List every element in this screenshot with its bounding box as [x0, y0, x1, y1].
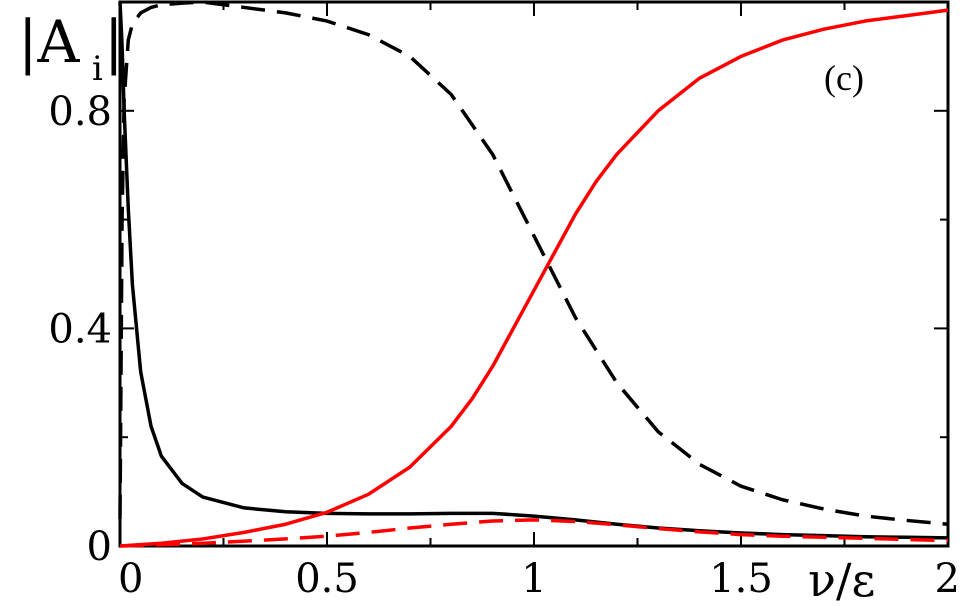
y-axis-title-close: |	[104, 8, 124, 76]
series-line-1	[118, 1, 949, 540]
x-axis-ticks: 0 0.5 1 1.5 2	[118, 2, 960, 602]
x-axis-title: ν/ε	[808, 553, 875, 606]
x-tick-label: 1	[521, 556, 546, 602]
x-tick-label: 0	[118, 556, 143, 602]
y-axis-title-subscript: i	[92, 49, 103, 89]
panel-label: (c)	[824, 58, 864, 98]
series-line-3	[119, 8, 949, 548]
series-layer	[118, 0, 949, 548]
y-axis-title-main: |A	[18, 8, 81, 76]
x-tick-label: 0.5	[295, 556, 359, 602]
y-axis-title: |A i |	[18, 8, 124, 89]
series-line-2	[118, 0, 949, 526]
series-line-4	[119, 518, 949, 548]
y-axis-ticks: 0 0.4 0.8	[48, 89, 948, 570]
x-tick-label: 2	[935, 556, 960, 602]
x-tick-label: 1.5	[709, 556, 773, 602]
y-tick-label: 0	[87, 524, 112, 570]
y-tick-label: 0.8	[48, 89, 112, 135]
y-tick-label: 0.4	[48, 306, 112, 352]
